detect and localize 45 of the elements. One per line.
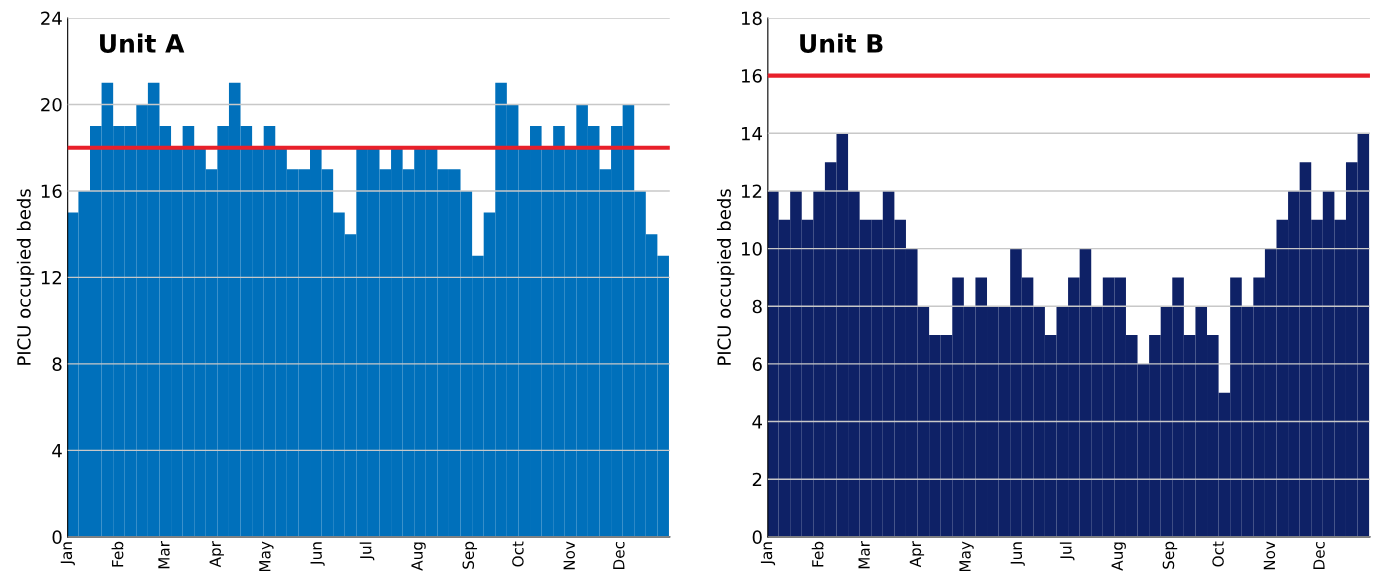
y-tick-label: 0 xyxy=(752,530,762,544)
y-axis-title: PICU occupied beds xyxy=(716,189,735,365)
y-tick-label: 10 xyxy=(741,242,762,256)
x-tick-label: Nov xyxy=(563,541,575,570)
x-tick-label: Nov xyxy=(1263,541,1276,570)
y-tick-label: 14 xyxy=(741,127,762,141)
x-tick-label: Feb xyxy=(111,541,124,567)
x-tick-label: Mar xyxy=(158,541,170,569)
y-tick-label: 12 xyxy=(741,184,762,198)
x-tick-label: Mar xyxy=(858,541,870,569)
x-tick-label: Apr xyxy=(909,541,925,568)
y-tick-label: 8 xyxy=(752,299,762,314)
y-tick-label: 20 xyxy=(41,97,62,112)
x-tick-label: May xyxy=(259,541,274,572)
y-tick-label: 0 xyxy=(52,530,62,544)
x-tick-label: Jun xyxy=(1010,542,1025,566)
x-tick-label: Jan xyxy=(760,542,776,566)
x-tick-label: Apr xyxy=(209,541,224,568)
x-tick-label: Aug xyxy=(411,542,426,571)
x-tick-label: Feb xyxy=(811,541,824,567)
y-tick-label: 12 xyxy=(41,270,61,285)
x-tick-label: Aug xyxy=(1111,542,1126,571)
y-axis-title: PICU occupied beds xyxy=(16,189,35,365)
y-tick-label: 16 xyxy=(41,184,62,199)
x-tick-label: Oct xyxy=(1212,541,1224,567)
x-tick-label: Dec xyxy=(1313,541,1325,570)
x-tick-label: Sep xyxy=(462,541,478,569)
x-tick-label: Jan xyxy=(60,542,75,566)
y-tick-label: 4 xyxy=(52,444,62,458)
y-tick-label: 4 xyxy=(752,415,762,429)
y-tick-label: 2 xyxy=(752,472,762,487)
x-tick-label: Oct xyxy=(512,541,524,567)
x-tick-label: Jul xyxy=(359,542,375,561)
text: Unit B xyxy=(800,33,883,53)
text: Unit A xyxy=(100,33,185,53)
y-tick-label: 18 xyxy=(741,11,762,26)
x-tick-label: May xyxy=(959,541,974,572)
y-tick-label: 6 xyxy=(752,357,762,372)
x-tick-label: Jun xyxy=(310,542,325,566)
x-tick-label: Dec xyxy=(613,541,625,570)
y-tick-label: 8 xyxy=(52,357,62,372)
y-tick-label: 16 xyxy=(741,69,762,83)
x-tick-label: Sep xyxy=(1162,541,1178,569)
y-tick-label: 24 xyxy=(41,11,62,25)
x-tick-label: Jul xyxy=(1059,542,1075,561)
